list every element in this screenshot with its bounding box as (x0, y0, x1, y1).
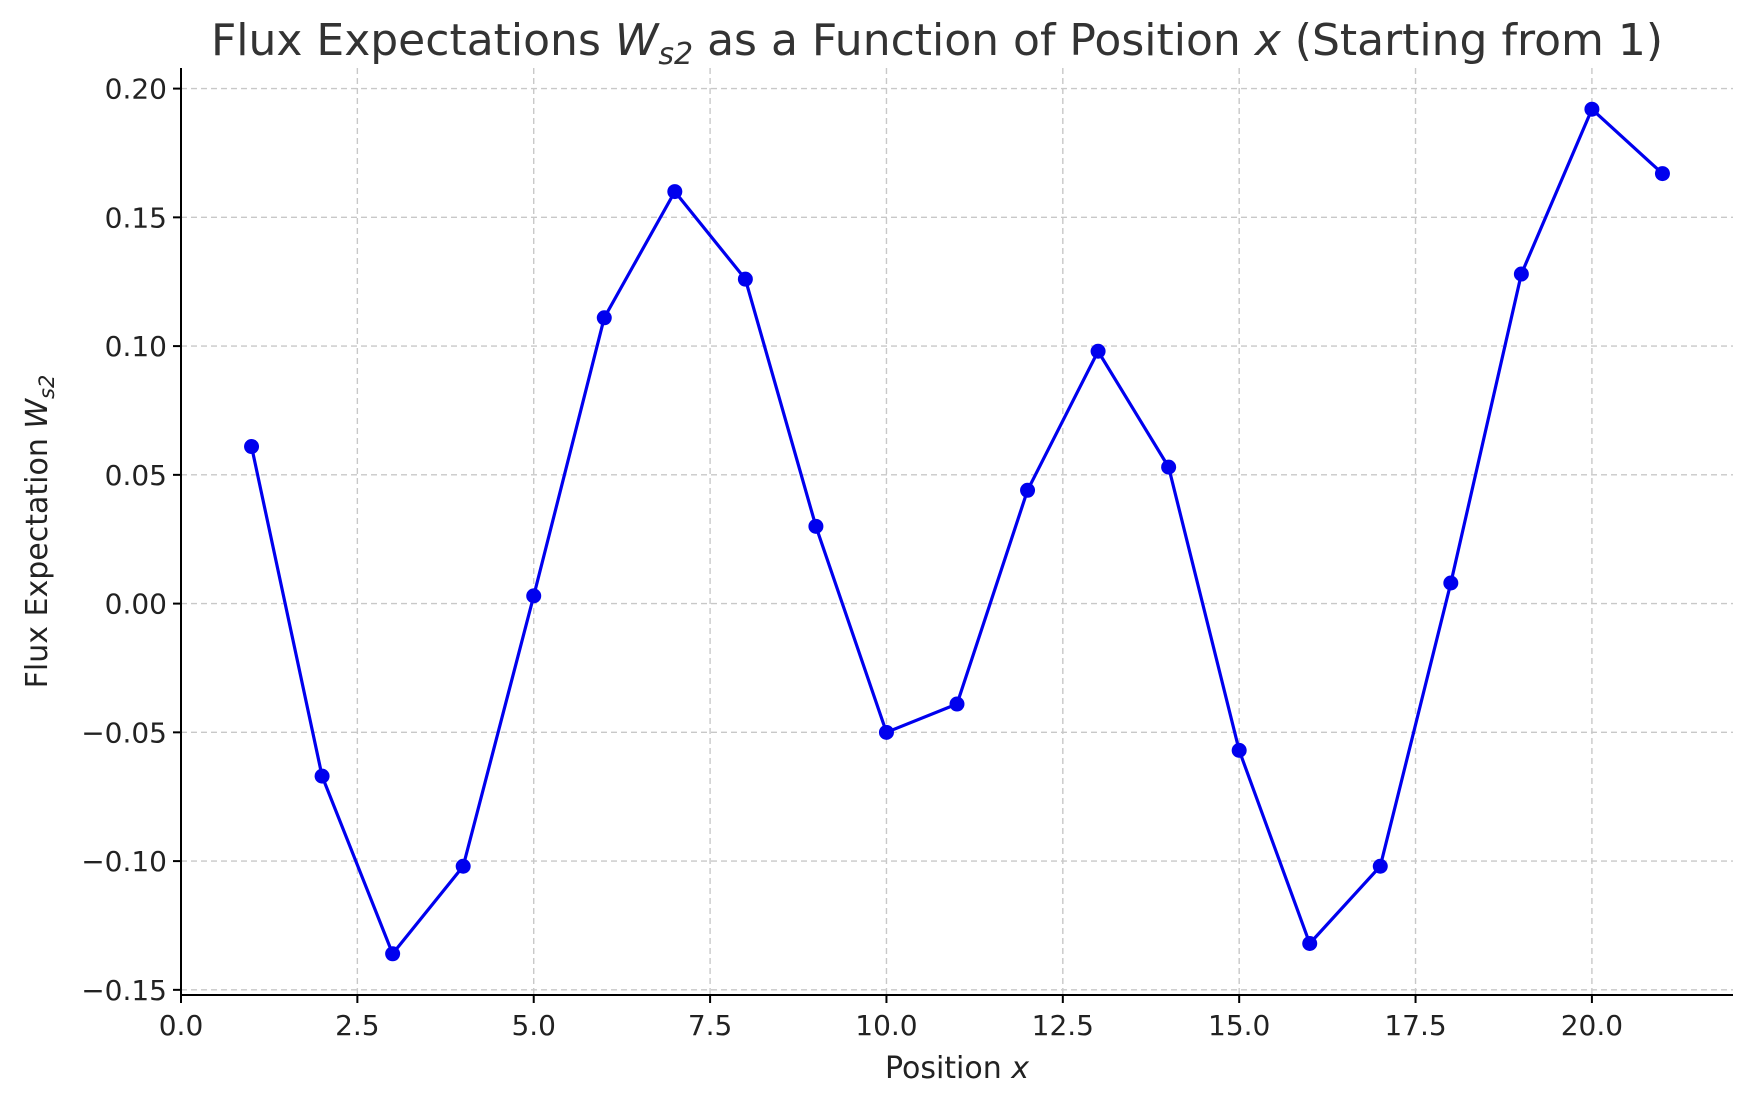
x-tick-label: 0.0 (159, 1009, 204, 1042)
data-point (737, 271, 753, 287)
data-point (1161, 459, 1177, 475)
y-axis-label: Flux Expectation Ws2 (20, 375, 59, 689)
data-point (1443, 575, 1459, 591)
y-tick-label: 0.20 (105, 73, 167, 106)
data-point (1090, 343, 1106, 359)
title-mid: as a Function of Position (693, 15, 1255, 66)
x-tick-label: 10.0 (855, 1009, 917, 1042)
xlabel-variable: x (1010, 1051, 1029, 1086)
chart-title: Flux Expectations Ws2 as a Function of P… (211, 15, 1663, 72)
y-tick-label: −0.15 (81, 974, 167, 1007)
x-axis-ticks: 0.0 2.5 5.0 7.5 10.0 12.5 15.0 17.5 20.0 (159, 995, 1623, 1042)
data-point (596, 310, 612, 326)
x-tick-label: 12.5 (1032, 1009, 1094, 1042)
y-tick-label: 0.00 (105, 588, 167, 621)
data-point (244, 439, 260, 455)
y-axis-ticks: −0.15 −0.10 −0.05 0.00 0.05 0.10 0.15 0.20 (81, 73, 181, 1007)
title-pre: Flux Expectations (211, 15, 615, 66)
data-point (808, 518, 824, 534)
x-tick-label: 20.0 (1561, 1009, 1623, 1042)
title-subscript: s2 (658, 37, 693, 72)
ylabel-pre: Flux Expectation (20, 429, 55, 689)
data-point (385, 946, 401, 962)
x-tick-label: 2.5 (335, 1009, 380, 1042)
x-tick-label: 17.5 (1384, 1009, 1446, 1042)
ylabel-subscript: s2 (35, 375, 59, 399)
data-point (1020, 482, 1036, 498)
data-point (1231, 742, 1247, 758)
y-tick-label: 0.05 (105, 459, 167, 492)
data-point (1584, 101, 1600, 117)
x-tick-label: 7.5 (688, 1009, 733, 1042)
data-point (526, 588, 542, 604)
data-point (455, 858, 471, 874)
y-tick-label: −0.10 (81, 845, 167, 878)
y-tick-label: −0.05 (81, 716, 167, 749)
ylabel-symbol: W (20, 398, 55, 429)
data-point (1302, 936, 1318, 951)
data-point (1513, 266, 1529, 282)
grid (180, 68, 1733, 995)
x-tick-label: 15.0 (1208, 1009, 1270, 1042)
data-point (949, 696, 965, 712)
x-axis-label: Position x (885, 1051, 1029, 1086)
title-symbol: W (615, 15, 660, 66)
series-group (244, 101, 1670, 962)
data-point (314, 768, 330, 784)
title-post: (Starting from 1) (1281, 15, 1663, 66)
data-point (1372, 858, 1388, 874)
data-point (878, 724, 894, 740)
y-tick-label: 0.10 (105, 330, 167, 363)
y-tick-label: 0.15 (105, 201, 167, 234)
data-point (667, 184, 683, 200)
series-line (249, 107, 1664, 956)
xlabel-pre: Position (885, 1051, 1011, 1086)
title-variable: x (1253, 15, 1282, 66)
data-point (1654, 166, 1670, 182)
x-tick-label: 5.0 (511, 1009, 556, 1042)
